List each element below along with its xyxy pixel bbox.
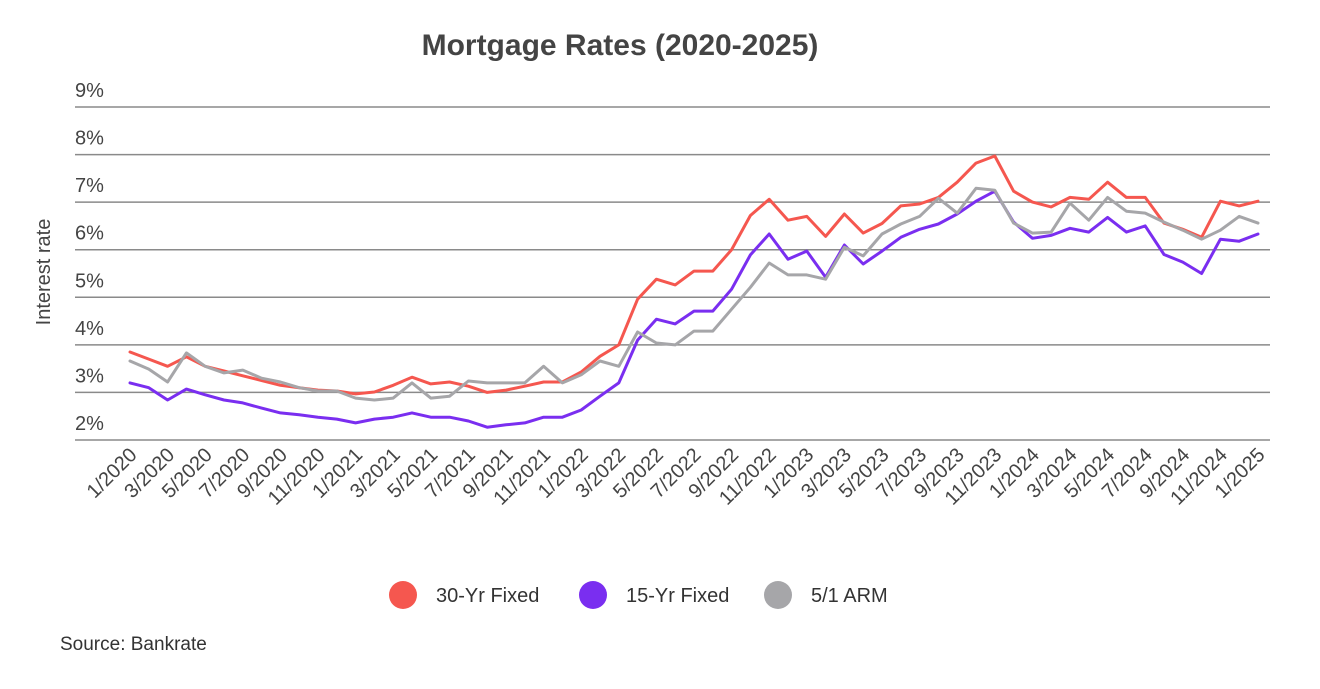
y-tick-label: 2% [75, 413, 104, 435]
series-line [128, 189, 1260, 429]
y-tick-label: 7% [75, 175, 104, 197]
series-line [128, 154, 1260, 396]
y-tick-label: 9% [75, 80, 104, 102]
legend-label: 15-Yr Fixed [626, 585, 729, 607]
chart-title: Mortgage Rates (2020-2025) [422, 29, 819, 62]
y-axis-label: Interest rate [33, 219, 55, 326]
y-tick-label: 8% [75, 128, 104, 150]
y-tick-label: 3% [75, 365, 104, 387]
series-line [128, 186, 1260, 402]
legend-marker [389, 581, 417, 609]
y-tick-label: 6% [75, 223, 104, 245]
legend-marker [579, 581, 607, 609]
source: Source: Bankrate [60, 634, 207, 655]
y-tick-label: 5% [75, 270, 104, 292]
legend-marker [764, 581, 792, 609]
y-tick-label: 4% [75, 318, 104, 340]
legend-label: 5/1 ARM [811, 585, 888, 607]
legend-label: 30-Yr Fixed [436, 585, 539, 607]
